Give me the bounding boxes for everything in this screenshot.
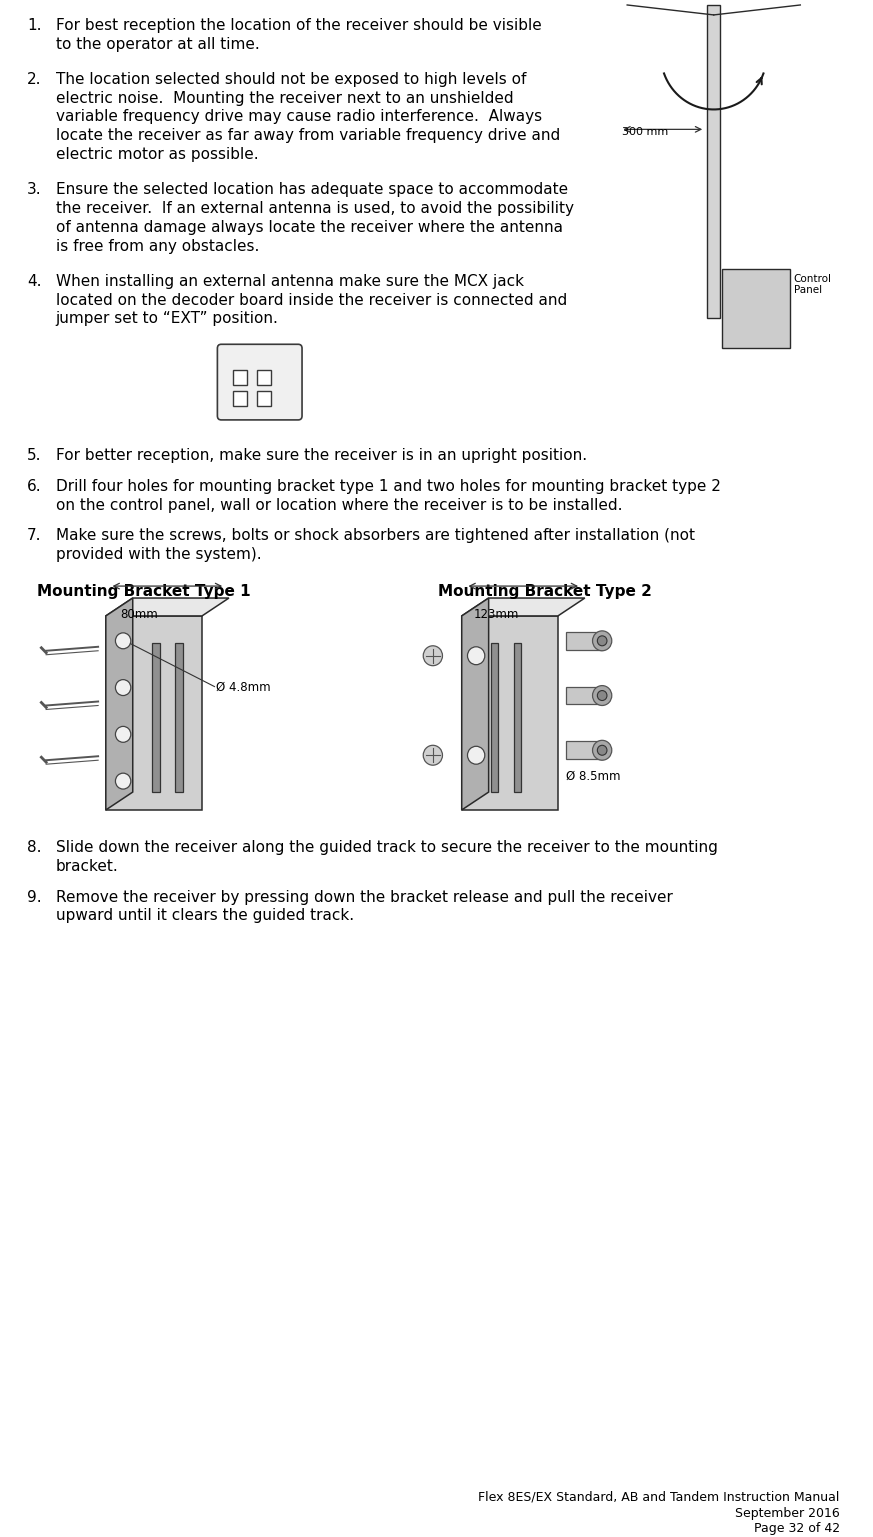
Circle shape	[423, 646, 443, 666]
Text: 8.: 8.	[27, 839, 41, 855]
Bar	[257, 390, 272, 406]
Text: electric noise.  Mounting the receiver next to an unshielded: electric noise. Mounting the receiver ne…	[56, 91, 513, 106]
Bar	[152, 642, 160, 792]
Bar	[722, 269, 790, 349]
Text: Make sure the screws, bolts or shock absorbers are tightened after installation : Make sure the screws, bolts or shock abs…	[56, 529, 695, 544]
Text: Ø 4.8mm: Ø 4.8mm	[217, 681, 271, 693]
Text: For best reception the location of the receiver should be visible: For best reception the location of the r…	[56, 18, 541, 32]
Circle shape	[115, 679, 131, 696]
Text: to the operator at all time.: to the operator at all time.	[56, 37, 259, 52]
Text: of antenna damage always locate the receiver where the antenna: of antenna damage always locate the rece…	[56, 220, 563, 235]
Text: 300 mm: 300 mm	[622, 128, 669, 137]
Text: Mounting Bracket Type 1: Mounting Bracket Type 1	[37, 584, 251, 599]
Text: 80mm: 80mm	[120, 609, 158, 621]
Text: bracket.: bracket.	[56, 859, 119, 873]
Text: upward until it clears the guided track.: upward until it clears the guided track.	[56, 908, 354, 924]
Text: 1.: 1.	[27, 18, 41, 32]
Circle shape	[597, 745, 607, 755]
Bar	[707, 5, 720, 318]
Text: Flex 8ES/EX Standard, AB and Tandem Instruction Manual: Flex 8ES/EX Standard, AB and Tandem Inst…	[478, 1491, 840, 1503]
Text: When installing an external antenna make sure the MCX jack: When installing an external antenna make…	[56, 274, 524, 289]
Bar	[233, 390, 247, 406]
Text: Slide down the receiver along the guided track to secure the receiver to the mou: Slide down the receiver along the guided…	[56, 839, 718, 855]
Text: 4.: 4.	[27, 274, 41, 289]
Text: Control
Panel: Control Panel	[794, 274, 832, 295]
Text: Remove the receiver by pressing down the bracket release and pull the receiver: Remove the receiver by pressing down the…	[56, 890, 673, 905]
Text: 9.: 9.	[27, 890, 42, 905]
Text: Mounting Bracket Type 2: Mounting Bracket Type 2	[437, 584, 651, 599]
Circle shape	[593, 741, 612, 761]
Text: The location selected should not be exposed to high levels of: The location selected should not be expo…	[56, 72, 526, 86]
Text: Ø 8.5mm: Ø 8.5mm	[566, 770, 620, 784]
Polygon shape	[462, 598, 585, 616]
Text: on the control panel, wall or location where the receiver is to be installed.: on the control panel, wall or location w…	[56, 498, 622, 512]
Circle shape	[423, 745, 443, 765]
Circle shape	[597, 636, 607, 646]
Circle shape	[115, 773, 131, 788]
Text: located on the decoder board inside the receiver is connected and: located on the decoder board inside the …	[56, 292, 567, 307]
Circle shape	[467, 747, 485, 764]
Bar	[513, 642, 521, 792]
Text: is free from any obstacles.: is free from any obstacles.	[56, 238, 259, 254]
FancyBboxPatch shape	[217, 344, 302, 420]
Text: 123mm: 123mm	[473, 609, 519, 621]
Circle shape	[467, 647, 485, 664]
Bar	[462, 616, 558, 810]
Bar	[106, 616, 202, 810]
Bar	[233, 370, 247, 386]
Text: variable frequency drive may cause radio interference.  Always: variable frequency drive may cause radio…	[56, 109, 542, 124]
Text: For better reception, make sure the receiver is in an upright position.: For better reception, make sure the rece…	[56, 447, 587, 463]
Text: jumper set to “EXT” position.: jumper set to “EXT” position.	[56, 312, 278, 326]
Text: 5.: 5.	[27, 447, 41, 463]
Text: 7.: 7.	[27, 529, 41, 544]
Polygon shape	[462, 598, 489, 810]
Text: 3.: 3.	[27, 181, 42, 197]
Bar	[566, 632, 602, 650]
Text: electric motor as possible.: electric motor as possible.	[56, 148, 258, 163]
Circle shape	[115, 633, 131, 649]
Polygon shape	[106, 598, 133, 810]
Text: September 2016: September 2016	[735, 1506, 840, 1520]
Text: 6.: 6.	[27, 478, 42, 493]
Text: Ensure the selected location has adequate space to accommodate: Ensure the selected location has adequat…	[56, 181, 568, 197]
Bar	[566, 687, 602, 704]
Bar	[175, 642, 182, 792]
Circle shape	[115, 727, 131, 742]
Circle shape	[593, 686, 612, 705]
Bar	[491, 642, 498, 792]
Text: Drill four holes for mounting bracket type 1 and two holes for mounting bracket : Drill four holes for mounting bracket ty…	[56, 478, 721, 493]
Text: the receiver.  If an external antenna is used, to avoid the possibility: the receiver. If an external antenna is …	[56, 201, 574, 217]
Text: provided with the system).: provided with the system).	[56, 547, 261, 563]
Bar	[566, 741, 602, 759]
Polygon shape	[106, 598, 229, 616]
Text: Page 32 of 42: Page 32 of 42	[753, 1523, 840, 1535]
Text: locate the receiver as far away from variable frequency drive and: locate the receiver as far away from var…	[56, 129, 560, 143]
Text: 2.: 2.	[27, 72, 41, 86]
Circle shape	[597, 690, 607, 701]
Circle shape	[593, 630, 612, 650]
Bar	[257, 370, 272, 386]
Text: INT  EXT: INT EXT	[223, 350, 276, 363]
